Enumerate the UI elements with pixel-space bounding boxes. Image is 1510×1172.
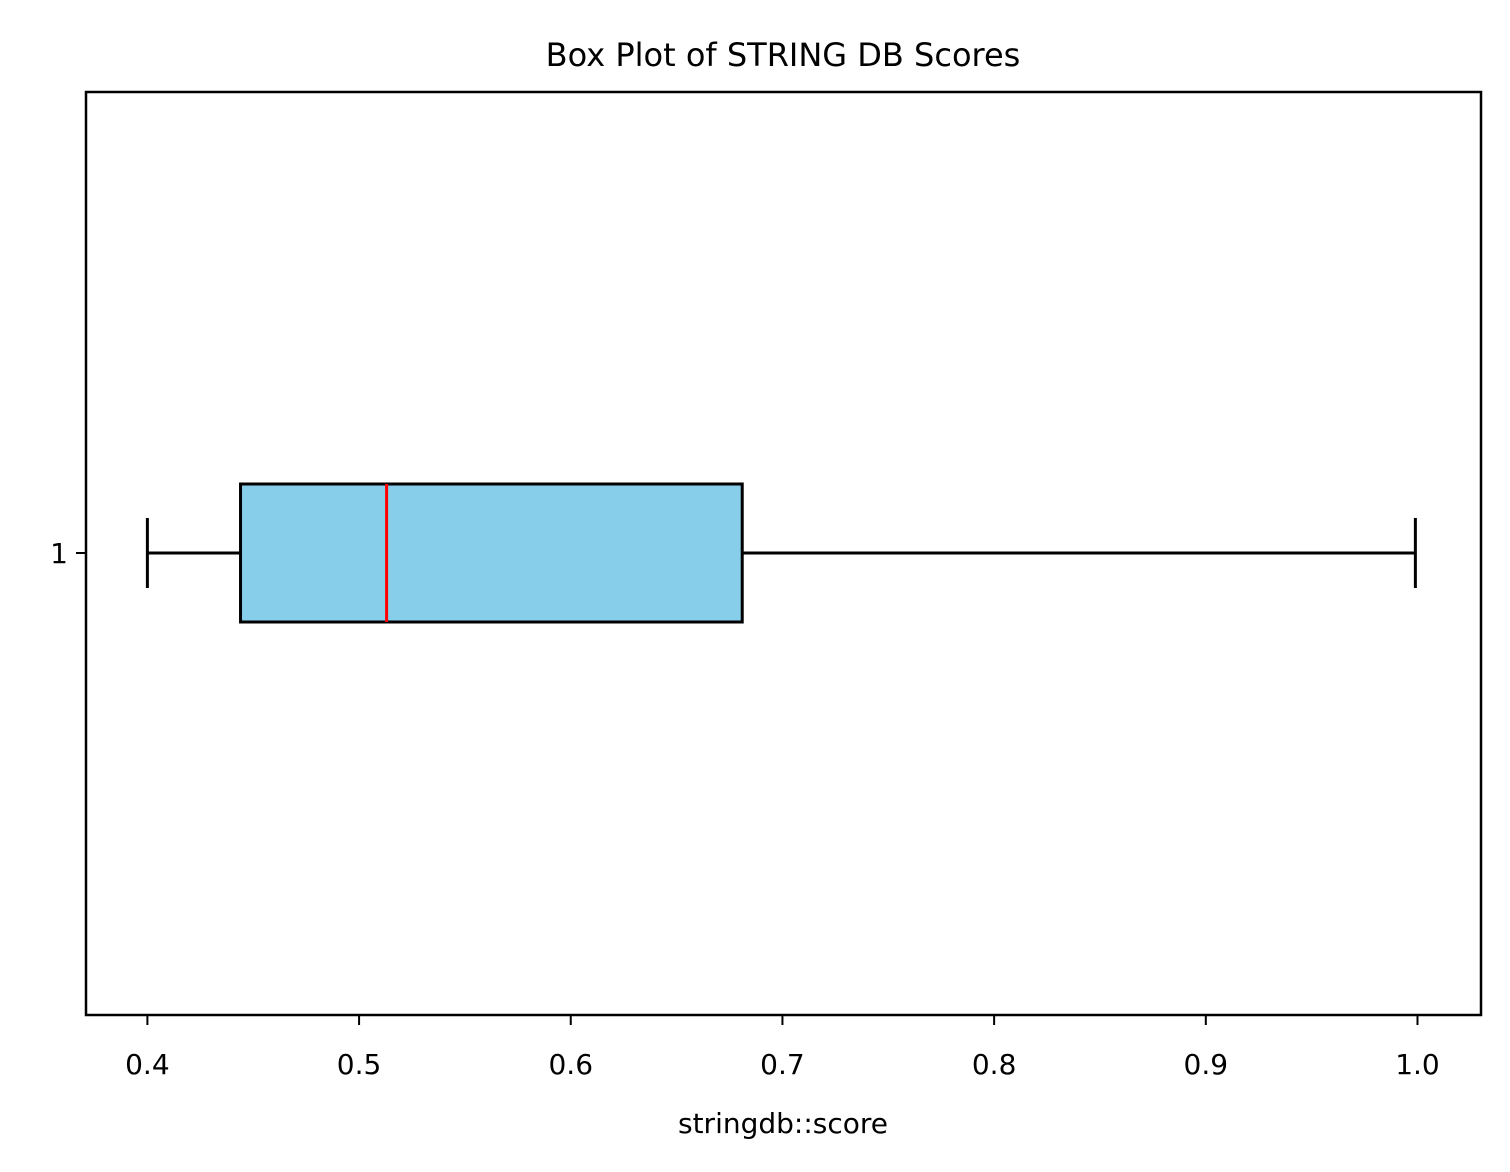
x-tick-label: 0.8 (972, 1048, 1017, 1081)
x-tick-label: 1.0 (1395, 1048, 1440, 1081)
x-tick-label: 0.7 (760, 1048, 805, 1081)
x-tick-label: 0.9 (1184, 1048, 1229, 1081)
x-axis: 0.4 0.5 0.6 0.7 0.8 0.9 1.0 (125, 1015, 1440, 1081)
x-tick-label: 0.4 (125, 1048, 170, 1081)
x-tick-label: 0.6 (548, 1048, 593, 1081)
box-iqr (239, 482, 744, 624)
x-tick-label: 0.5 (337, 1048, 382, 1081)
plot-area (145, 482, 1417, 624)
x-axis-label: stringdb::score (678, 1107, 888, 1140)
y-axis: 1 (50, 537, 86, 570)
y-tick-label: 1 (50, 537, 68, 570)
chart-title: Box Plot of STRING DB Scores (546, 36, 1021, 74)
